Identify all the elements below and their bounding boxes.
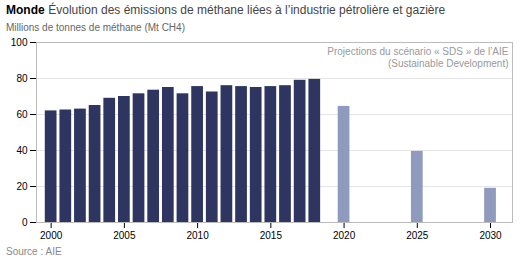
svg-text:0: 0 bbox=[22, 217, 28, 228]
svg-text:Projections du scénario « SDS: Projections du scénario « SDS » de l’AIE… bbox=[327, 46, 509, 69]
svg-text:40: 40 bbox=[16, 145, 28, 156]
html-text:Millions de tonnes de méthane: Millions de tonnes de méthane (Mt CH4) bbox=[6, 22, 185, 33]
svg-text:80: 80 bbox=[16, 73, 28, 84]
svg-text:60: 60 bbox=[16, 109, 28, 120]
svg-text:2000: 2000 bbox=[40, 230, 63, 241]
svg-text:20: 20 bbox=[16, 181, 28, 192]
html-text:Monde Évolution des émissions: Monde Évolution des émissions de méthane… bbox=[6, 3, 446, 17]
svg-text:2020: 2020 bbox=[333, 230, 356, 241]
svg-text:2015: 2015 bbox=[260, 230, 283, 241]
svg-text:2025: 2025 bbox=[406, 230, 429, 241]
svg-text:2005: 2005 bbox=[113, 230, 136, 241]
svg-text:2010: 2010 bbox=[186, 230, 209, 241]
svg-text:100: 100 bbox=[11, 37, 28, 48]
svg-text:2030: 2030 bbox=[479, 230, 502, 241]
html-text:Source : AIE: Source : AIE bbox=[6, 246, 62, 257]
